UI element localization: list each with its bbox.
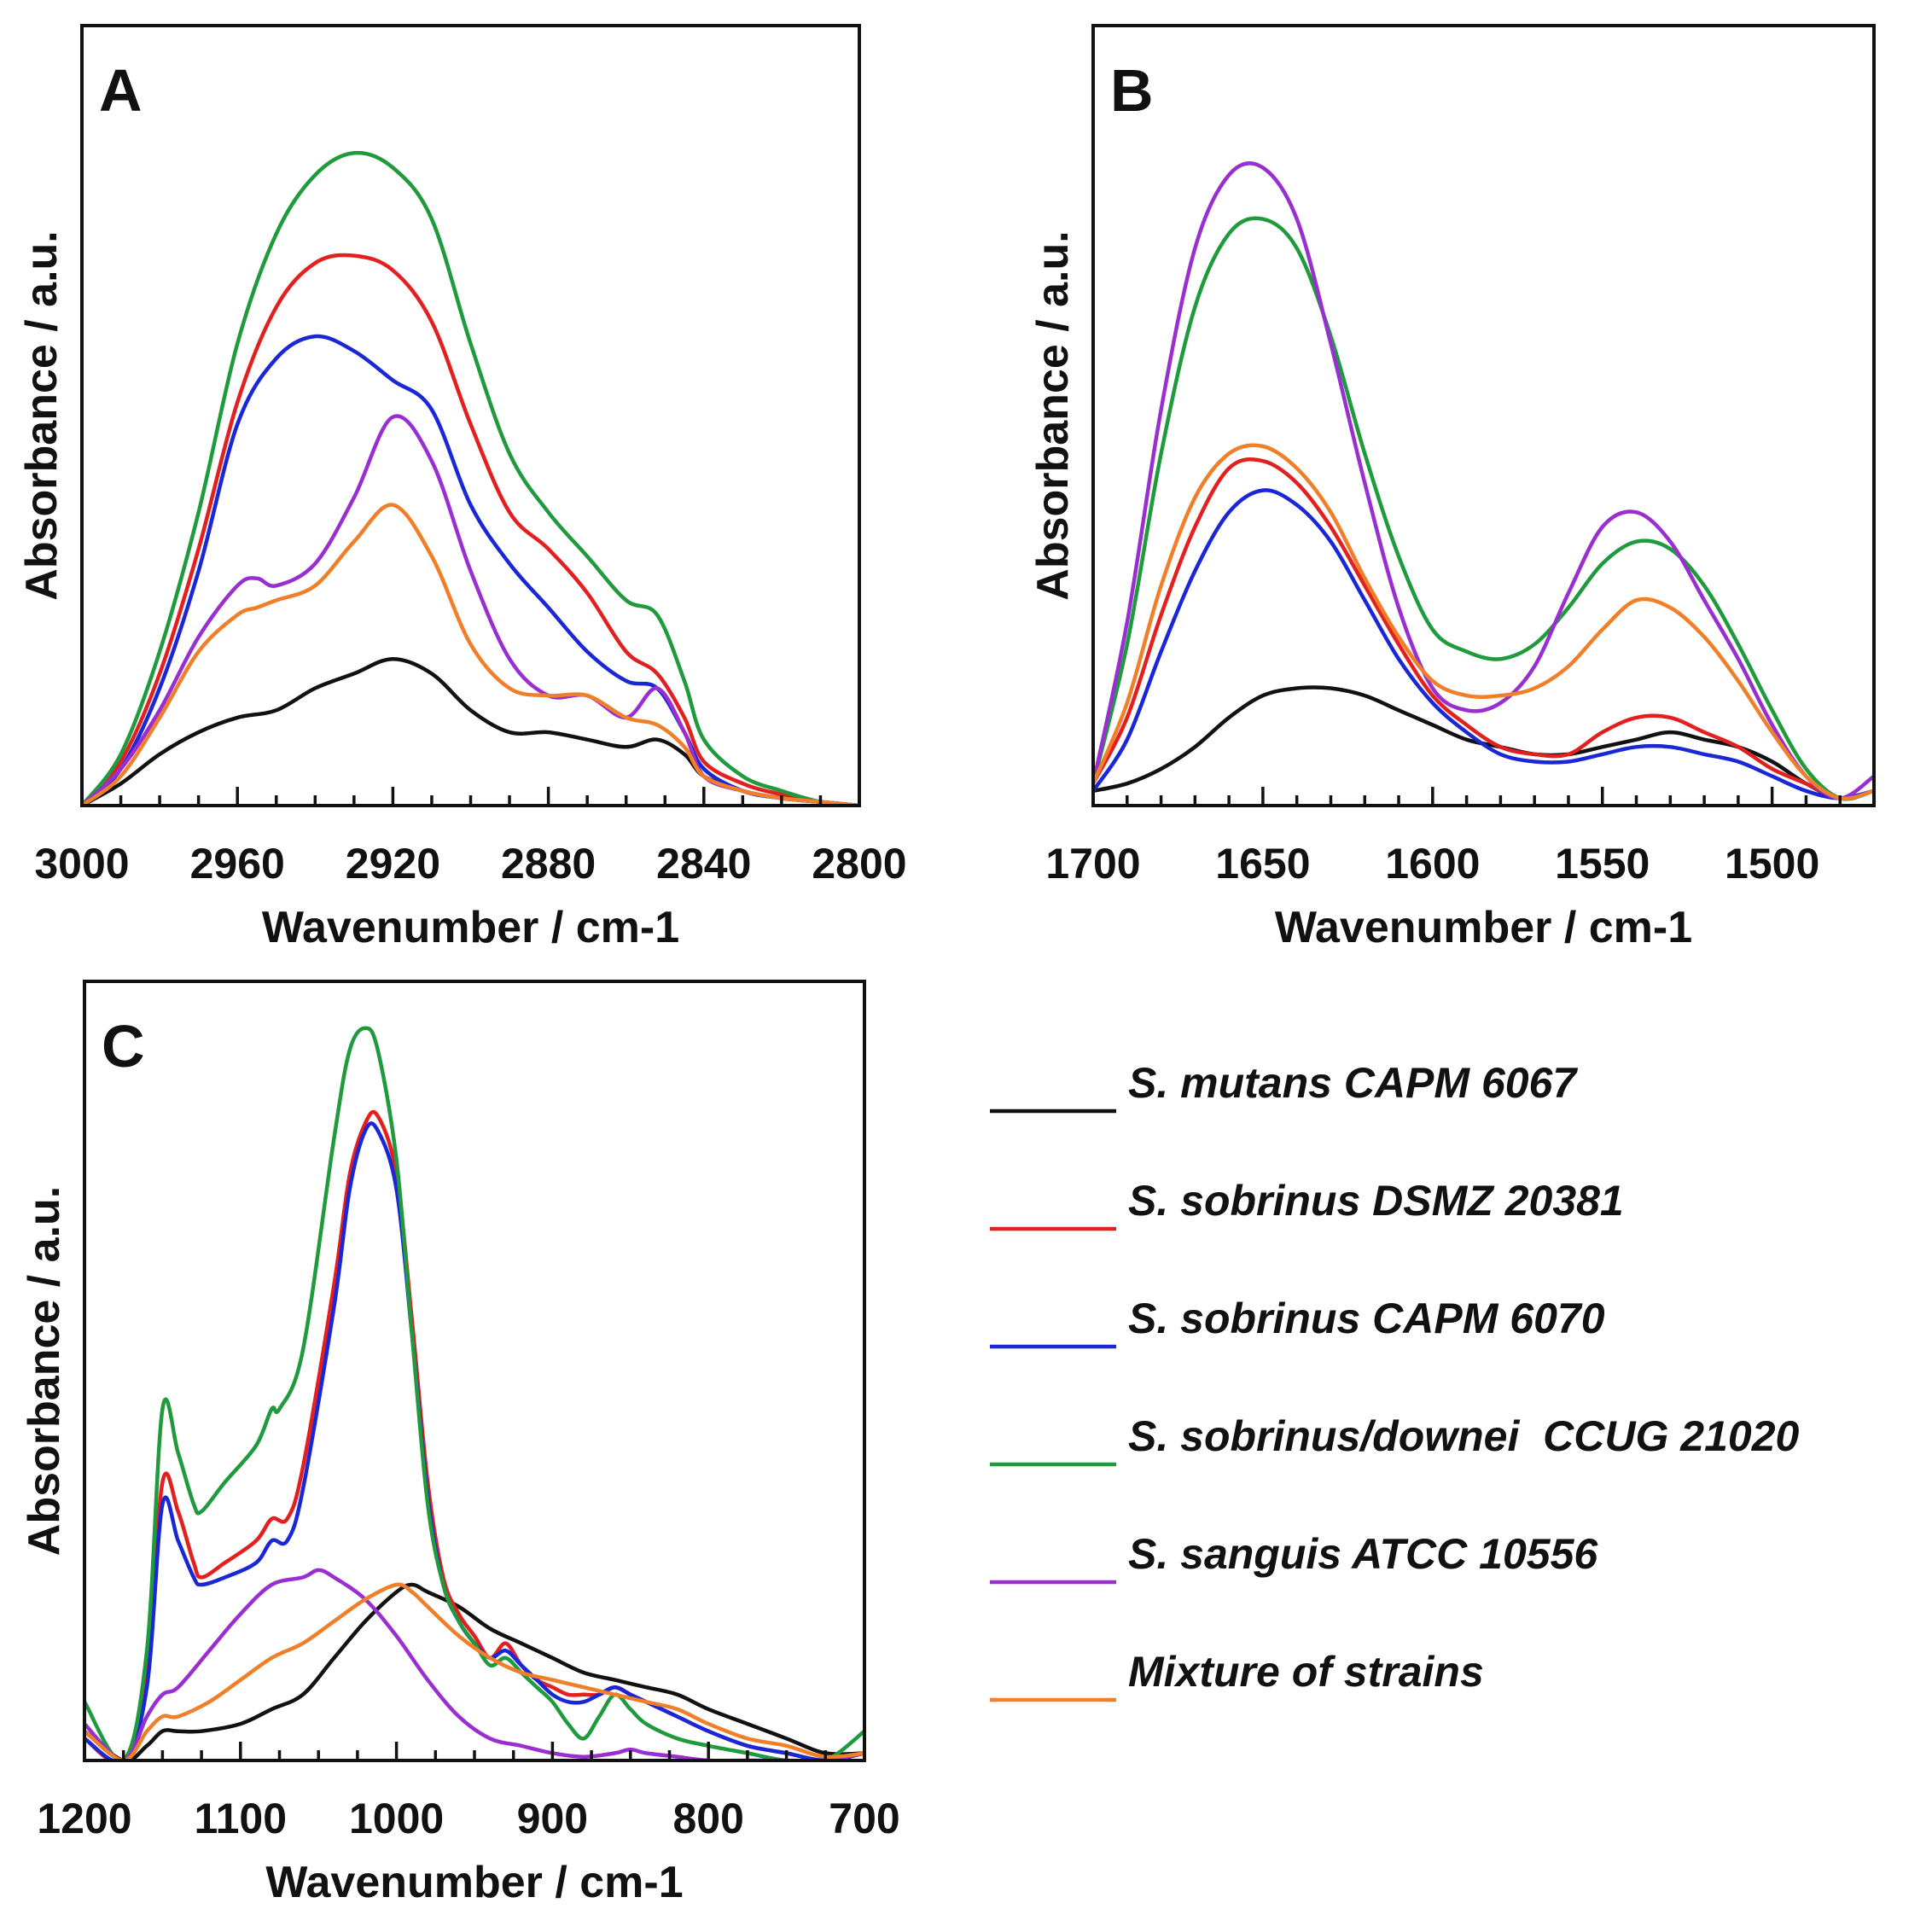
panel-letter: B — [1110, 57, 1154, 124]
series-line-s-sobrinus-downei-ccug-21020 — [82, 150, 859, 806]
x-tick-label: 3000 — [34, 840, 129, 887]
panel-letter: A — [99, 57, 143, 124]
x-tick-label: 1000 — [349, 1795, 444, 1842]
series-line-s-sobrinus-capm-6070 — [84, 1121, 864, 1760]
y-axis-title: Absorbance / a.u. — [17, 230, 67, 600]
series-line-s-sanguis-atcc-10556 — [84, 1568, 864, 1760]
legend-label-s-sanguis-atcc-10556: S. sanguis ATCC 10556 — [1128, 1530, 1598, 1578]
legend-label-s-sobrinus-dsmz-20381: S. sobrinus DSMZ 20381 — [1128, 1177, 1624, 1225]
y-axis-title: Absorbance / a.u. — [1028, 230, 1078, 600]
x-tick-label: 1600 — [1385, 840, 1480, 887]
series-line-s-sobrinus-capm-6070 — [1093, 488, 1874, 800]
series-line-s-sobrinus-dsmz-20381 — [84, 1109, 864, 1760]
x-tick-label: 1650 — [1215, 840, 1310, 887]
x-tick-label: 700 — [829, 1795, 899, 1842]
x-tick-label: 2920 — [346, 840, 440, 887]
x-tick-label: 1500 — [1725, 840, 1819, 887]
legend-label-s-sobrinus-downei-ccug-21020: S. sobrinus/downei CCUG 21020 — [1128, 1412, 1799, 1460]
panel-b-chart: 1700 1650 1600 1550 1500 Wavenumber / cm-1 Abs… — [1028, 24, 1876, 952]
x-tick-label: 900 — [517, 1795, 588, 1842]
series-line-s-sanguis-atcc-10556 — [1093, 161, 1874, 800]
series-line-s-sobrinus-capm-6070 — [82, 334, 859, 806]
series-line-s-sobrinus-dsmz-20381 — [82, 253, 859, 806]
x-tick-label: 2880 — [501, 840, 596, 887]
panel-c-chart: 1200 1100 1000 900 800 700 Wavenumber / cm-1 Ab… — [20, 980, 900, 1907]
legend-label-s-mutans-capm-6067: S. mutans CAPM 6067 — [1128, 1059, 1578, 1107]
x-tick-label: 1700 — [1045, 840, 1140, 887]
legend-label-s-sobrinus-capm-6070: S. sobrinus CAPM 6070 — [1128, 1295, 1605, 1342]
x-tick-label: 1100 — [195, 1795, 287, 1842]
x-axis-title: Wavenumber / cm-1 — [1275, 903, 1692, 952]
x-tick-label: 2800 — [812, 840, 906, 887]
x-tick-label: 2960 — [190, 840, 285, 887]
y-axis-title: Absorbance / a.u. — [20, 1186, 69, 1556]
panel-a-chart: 3000 2960 2920 2880 2840 2800 Wavenumber / cm-… — [17, 24, 907, 952]
x-axis-title: Wavenumber / cm-1 — [265, 1858, 683, 1907]
legend-label-mixture-of-strains: Mixture of strains — [1128, 1648, 1484, 1696]
plot-frame — [1091, 24, 1876, 807]
panel-letter: C — [102, 1013, 145, 1079]
series-line-mixture-of-strains — [82, 503, 859, 806]
legend: S. mutans CAPM 6067 S. sobrinus DSMZ 2038… — [990, 1059, 1799, 1702]
series-line-mixture-of-strains — [84, 1582, 864, 1760]
series-line-s-mutans-capm-6067 — [84, 1582, 864, 1760]
series-line-s-sanguis-atcc-10556 — [82, 414, 859, 806]
x-tick-label: 2840 — [656, 840, 751, 887]
x-axis-title: Wavenumber / cm-1 — [262, 903, 679, 952]
series-line-mixture-of-strains — [1093, 443, 1874, 801]
series-line-s-sobrinus-downei-ccug-21020 — [84, 1026, 864, 1760]
plot-frame — [80, 24, 861, 807]
x-tick-label: 1550 — [1555, 840, 1650, 887]
x-tick-label: 800 — [672, 1795, 743, 1842]
x-tick-label: 1200 — [37, 1795, 131, 1842]
series-line-s-sobrinus-downei-ccug-21020 — [1093, 216, 1874, 801]
series-line-s-sobrinus-dsmz-20381 — [1093, 457, 1874, 800]
